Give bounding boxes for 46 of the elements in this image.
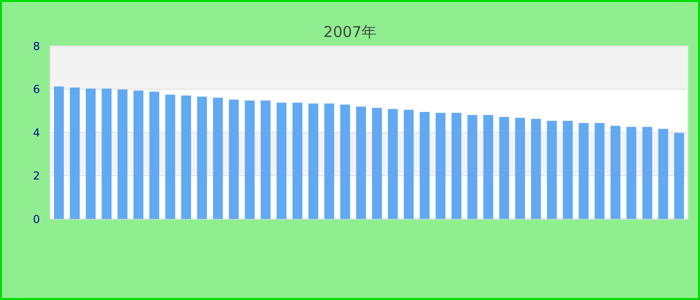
bar bbox=[181, 96, 192, 219]
bar bbox=[499, 116, 510, 219]
bar bbox=[658, 128, 668, 219]
bar bbox=[546, 120, 557, 219]
bar bbox=[594, 122, 605, 219]
bar bbox=[578, 122, 589, 219]
bar bbox=[213, 98, 223, 219]
y-tick-label: 0 bbox=[33, 212, 40, 226]
y-tick-label: 2 bbox=[33, 170, 40, 183]
bar bbox=[244, 100, 255, 219]
bar bbox=[165, 94, 176, 219]
bar bbox=[436, 112, 446, 219]
bar bbox=[372, 108, 382, 219]
bar bbox=[54, 86, 64, 219]
bar bbox=[276, 102, 286, 219]
bar bbox=[356, 106, 366, 219]
bar bbox=[324, 104, 334, 219]
bar bbox=[626, 126, 636, 219]
bar bbox=[674, 132, 684, 219]
bar bbox=[515, 118, 525, 219]
bar bbox=[404, 110, 414, 219]
bar bbox=[340, 104, 350, 219]
bar bbox=[292, 102, 302, 219]
bar bbox=[308, 104, 318, 219]
bar bbox=[102, 88, 112, 219]
bar bbox=[483, 114, 494, 219]
bar bbox=[86, 88, 96, 219]
bar bbox=[531, 118, 541, 219]
bar bbox=[70, 88, 80, 219]
bar bbox=[420, 112, 430, 219]
bar bbox=[260, 100, 271, 219]
bar bbox=[452, 112, 462, 219]
bar bbox=[228, 100, 239, 219]
y-tick-label: 6 bbox=[33, 83, 40, 96]
bar bbox=[642, 126, 652, 219]
y-tick-label: 4 bbox=[33, 126, 40, 140]
bar bbox=[467, 114, 478, 219]
y-tick-label: 8 bbox=[33, 40, 40, 53]
chart-subtitle: 2007年 bbox=[323, 23, 377, 41]
bar bbox=[197, 96, 207, 219]
bar bbox=[388, 108, 398, 219]
bar bbox=[610, 126, 620, 219]
bar bbox=[562, 120, 573, 219]
bar bbox=[118, 89, 128, 219]
bar bbox=[133, 90, 144, 219]
bar bbox=[149, 92, 160, 219]
